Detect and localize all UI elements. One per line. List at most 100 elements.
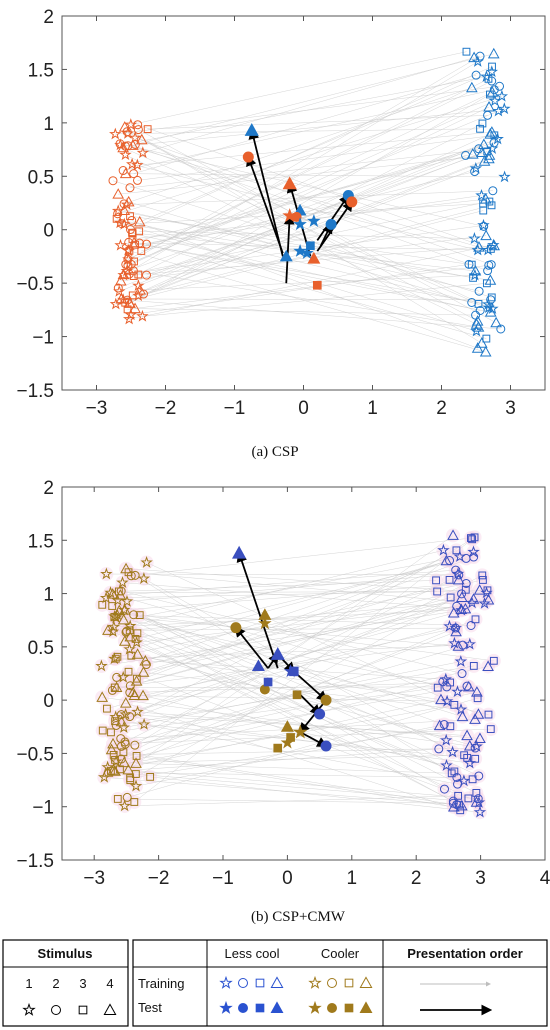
test-point-less-cool	[325, 218, 337, 230]
training-point-cooler	[142, 239, 152, 249]
training-trajectory	[135, 308, 476, 316]
training-trajectory	[111, 666, 489, 750]
training-point-cooler	[126, 776, 135, 785]
test-point-cooler	[292, 690, 302, 700]
training-point-less-cool	[486, 86, 499, 97]
test-point-less-cool	[279, 249, 293, 262]
training-point-cooler	[113, 284, 126, 297]
training-point-cooler	[113, 209, 123, 219]
training-trajectory	[130, 215, 472, 265]
training-trajectory	[130, 636, 454, 802]
training-point-less-cool	[479, 576, 487, 584]
training-point-cooler	[124, 630, 137, 642]
training-point-cooler	[129, 169, 139, 179]
plot-frame	[61, 15, 546, 391]
training-trajectory	[107, 704, 455, 768]
training-point-cooler	[105, 743, 118, 755]
training-point-less-cool	[495, 89, 508, 102]
cmw-weight-halo	[442, 619, 457, 634]
training-point-less-cool	[473, 794, 483, 804]
training-trajectory	[115, 210, 484, 305]
training-point-less-cool	[471, 615, 480, 624]
training-trajectory	[123, 752, 462, 807]
test-arrow	[298, 699, 327, 734]
training-trajectory	[136, 556, 474, 682]
y-tick-label: 0.5	[28, 638, 54, 659]
training-trajectory	[150, 776, 480, 813]
training-point-less-cool	[450, 767, 459, 776]
training-point-less-cool	[471, 686, 483, 697]
training-point-less-cool	[437, 543, 450, 556]
legend-cooler-training	[308, 975, 322, 989]
test-point-less-cool	[244, 123, 259, 136]
training-point-less-cool	[446, 593, 455, 602]
training-trajectory	[135, 195, 482, 245]
training-point-cooler	[133, 175, 143, 185]
training-trajectory	[127, 92, 493, 266]
training-point-less-cool	[476, 124, 484, 133]
training-point-less-cool	[433, 683, 442, 692]
training-point-cooler	[109, 765, 121, 776]
cmw-weight-halo	[472, 805, 487, 820]
cmw-weight-halo	[460, 679, 475, 694]
training-trajectory	[130, 51, 467, 125]
training-point-less-cool	[488, 94, 502, 107]
cmw-weight-halo	[477, 596, 492, 611]
training-point-less-cool	[435, 693, 447, 705]
y-tick-label: −1.5	[16, 381, 54, 402]
y-tick-label: 1.5	[28, 60, 54, 81]
training-point-less-cool	[458, 640, 468, 650]
cmw-weight-halo	[114, 739, 129, 754]
training-trajectory	[123, 556, 460, 621]
x-tick-label: −1	[212, 868, 234, 889]
legend-stimulus-box	[2, 939, 129, 1027]
training-trajectory	[127, 145, 480, 248]
y-tick-label: 1	[43, 114, 54, 135]
training-point-cooler	[117, 613, 130, 625]
training-point-less-cool	[463, 739, 476, 751]
training-point-less-cool	[473, 694, 482, 703]
training-point-less-cool	[445, 575, 454, 584]
cmw-weight-halo	[122, 642, 137, 657]
training-point-less-cool	[480, 229, 492, 241]
training-trajectory	[130, 264, 470, 316]
training-point-cooler	[107, 728, 115, 737]
y-tick-label: 1.5	[28, 531, 54, 552]
training-point-less-cool	[486, 142, 499, 154]
training-trajectory	[131, 220, 478, 349]
cmw-weight-halo	[466, 550, 481, 565]
test-point-cooler	[346, 196, 358, 208]
cmw-weight-halo	[453, 654, 468, 669]
training-point-less-cool	[466, 148, 479, 159]
training-trajectory	[146, 562, 479, 715]
training-trajectory	[116, 686, 469, 688]
training-point-cooler	[128, 266, 138, 276]
training-trajectory	[126, 568, 487, 594]
caption-csp: (a) CSP	[251, 444, 298, 460]
training-trajectory	[123, 89, 495, 171]
training-trajectory	[129, 123, 483, 304]
legend-less-cool-training	[219, 975, 233, 989]
training-trajectory	[126, 190, 493, 205]
legend-group-shapes	[219, 975, 373, 1014]
training-point-less-cool	[475, 305, 485, 315]
training-point-cooler	[130, 257, 138, 266]
training-point-less-cool	[482, 660, 494, 671]
cmw-weight-halo	[143, 769, 158, 784]
training-trajectory	[128, 535, 454, 771]
training-point-cooler	[119, 697, 132, 708]
training-trajectory	[134, 537, 475, 746]
test-point-less-cool	[232, 545, 247, 559]
training-point-less-cool	[447, 769, 456, 778]
training-point-cooler	[141, 660, 151, 670]
training-point-less-cool	[498, 102, 511, 115]
training-point-less-cool	[464, 794, 473, 803]
test-point-cooler	[258, 616, 272, 630]
legend-cooler-test	[344, 1003, 354, 1013]
training-point-cooler	[129, 302, 141, 314]
cmw-weight-halo	[450, 684, 465, 699]
training-trajectory	[106, 612, 454, 709]
training-trajectory	[134, 695, 448, 702]
cmw-weight-halo	[99, 567, 114, 582]
training-point-cooler	[107, 767, 115, 775]
